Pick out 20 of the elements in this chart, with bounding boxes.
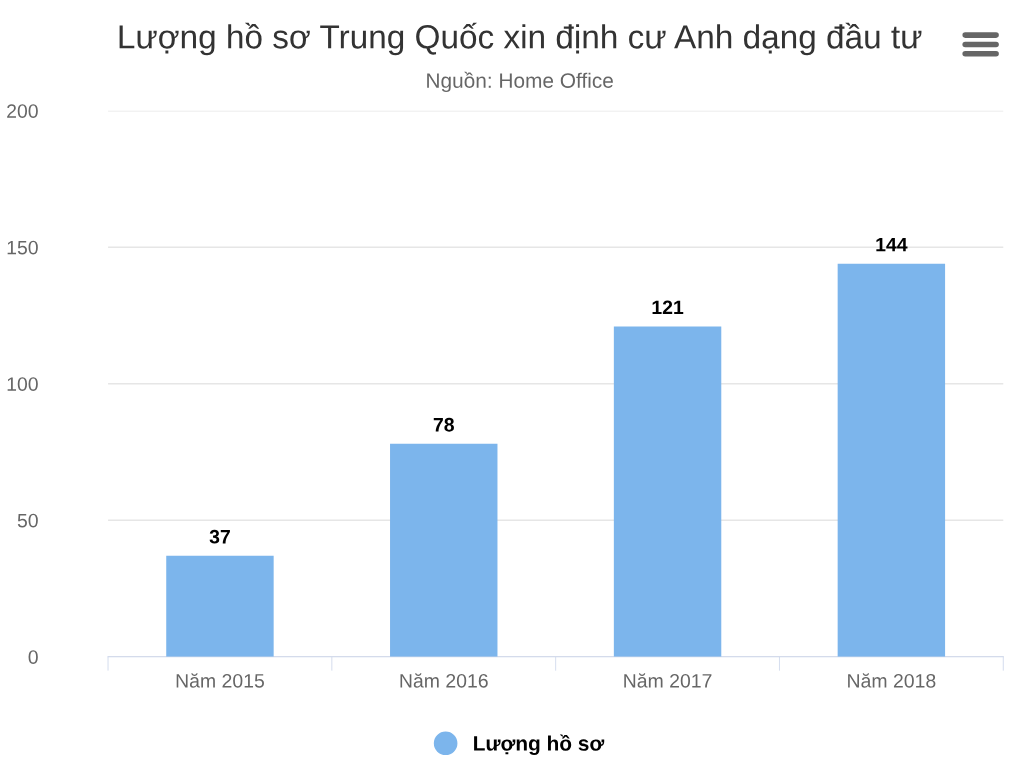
y-tick-label: 200 <box>7 104 38 118</box>
y-tick-label: 100 <box>7 377 38 391</box>
y-tick-label: 150 <box>7 240 38 255</box>
x-tick-label: Năm 2018 <box>848 673 936 688</box>
y-tick-label: 0 <box>28 650 38 664</box>
x-tick-label: Năm 2016 <box>400 673 488 688</box>
bar <box>390 443 498 657</box>
data-label: 37 <box>209 529 230 544</box>
legend-label: Lượng hồ sơ <box>474 734 605 755</box>
data-label: 78 <box>433 417 454 432</box>
x-tick-label: Năm 2015 <box>176 673 264 688</box>
data-label: 144 <box>876 237 908 252</box>
bar <box>613 326 722 657</box>
x-tick-label: Năm 2017 <box>624 673 712 688</box>
y-tick-label: 50 <box>17 513 38 528</box>
bar <box>837 263 946 657</box>
data-label: 121 <box>652 300 684 315</box>
chart-subtitle: Nguồn: Home Office <box>427 71 613 93</box>
chart-title: Lượng hồ sơ Trung Quốc xin định cư Anh dạng đầu tư <box>119 22 922 56</box>
bar <box>166 555 274 657</box>
